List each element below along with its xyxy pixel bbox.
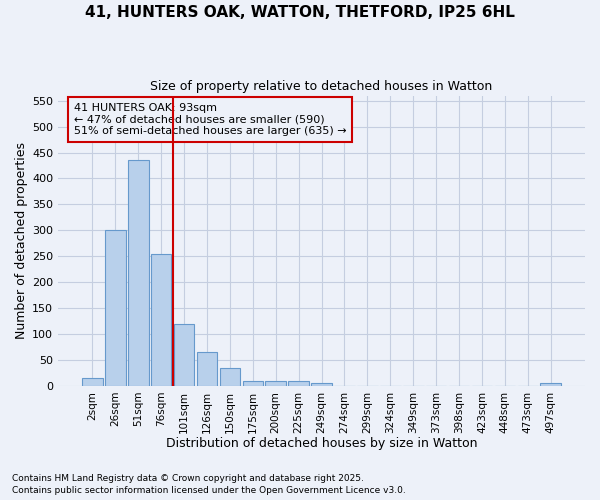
X-axis label: Distribution of detached houses by size in Watton: Distribution of detached houses by size … bbox=[166, 437, 478, 450]
Bar bbox=[197, 352, 217, 386]
Title: Size of property relative to detached houses in Watton: Size of property relative to detached ho… bbox=[151, 80, 493, 93]
Text: 41, HUNTERS OAK, WATTON, THETFORD, IP25 6HL: 41, HUNTERS OAK, WATTON, THETFORD, IP25 … bbox=[85, 5, 515, 20]
Bar bbox=[242, 380, 263, 386]
Text: Contains HM Land Registry data © Crown copyright and database right 2025.
Contai: Contains HM Land Registry data © Crown c… bbox=[12, 474, 406, 495]
Bar bbox=[82, 378, 103, 386]
Text: 41 HUNTERS OAK: 93sqm
← 47% of detached houses are smaller (590)
51% of semi-det: 41 HUNTERS OAK: 93sqm ← 47% of detached … bbox=[74, 103, 347, 136]
Bar bbox=[105, 230, 125, 386]
Bar bbox=[220, 368, 240, 386]
Bar bbox=[128, 160, 149, 386]
Bar bbox=[151, 254, 172, 386]
Y-axis label: Number of detached properties: Number of detached properties bbox=[15, 142, 28, 339]
Bar bbox=[311, 384, 332, 386]
Bar bbox=[174, 324, 194, 386]
Bar bbox=[289, 380, 309, 386]
Bar bbox=[541, 384, 561, 386]
Bar bbox=[265, 380, 286, 386]
